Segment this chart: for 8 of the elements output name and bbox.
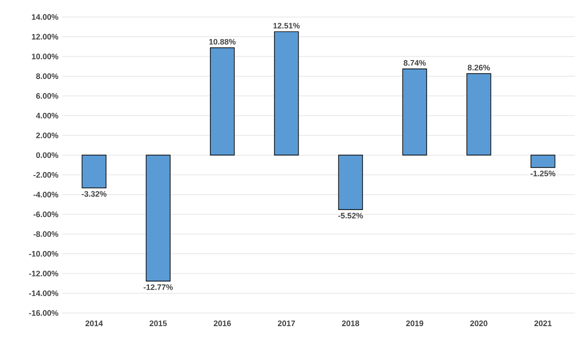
bar (338, 154, 363, 210)
bar (274, 31, 299, 156)
bar (82, 154, 106, 188)
bar (530, 154, 556, 168)
bar (466, 73, 492, 156)
bar (146, 154, 171, 282)
bar (210, 47, 235, 156)
bar (402, 68, 428, 156)
